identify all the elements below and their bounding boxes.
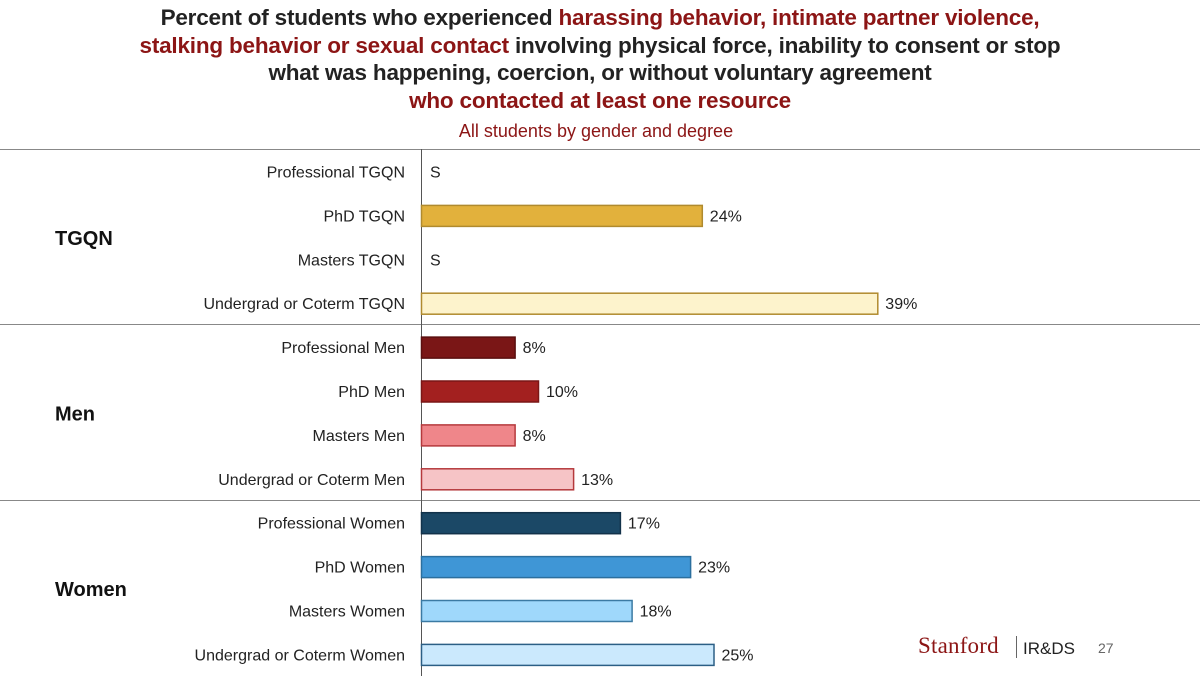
category-label: Professional Women <box>258 516 405 533</box>
stanford-logo: Stanford <box>918 633 999 658</box>
title-line: who contacted at least one resource <box>0 87 1200 115</box>
category-label: Professional TGQN <box>267 165 405 182</box>
title-text: involving physical force, inability to c… <box>508 32 1061 58</box>
bar <box>420 292 879 315</box>
bar <box>420 336 516 359</box>
bar-value-label: 25% <box>722 647 754 664</box>
title-highlight: stalking behavior or sexual contact <box>139 32 510 58</box>
bar-value-label: 10% <box>546 384 578 401</box>
category-label: Undergrad or Coterm Men <box>218 472 405 489</box>
title-highlight: who contacted at least one resource <box>409 87 791 113</box>
bar-value-label: 17% <box>628 516 660 533</box>
title-highlight: harassing behavior, intimate partner vio… <box>558 5 1040 30</box>
bar <box>420 511 622 535</box>
group-label: TGQN <box>55 228 113 250</box>
bar <box>420 643 715 667</box>
footer-unit-label: IR&DS <box>1023 639 1075 658</box>
chart-subtitle: All students by gender and degree <box>458 121 734 141</box>
bar-value-label: 8% <box>523 340 546 357</box>
title-text: what was happening, coercion, or without… <box>268 60 932 85</box>
bar-value-label: 8% <box>523 428 546 445</box>
category-label: Masters Men <box>313 428 405 445</box>
bar <box>420 468 575 491</box>
category-label: PhD TGQN <box>324 208 406 225</box>
bar-value-label: 39% <box>885 296 917 313</box>
bar <box>420 555 692 579</box>
title-line: Percent of students who experienced hara… <box>0 4 1200 32</box>
category-label: Masters Women <box>289 604 405 621</box>
bar-value-label: S <box>430 165 441 182</box>
bar <box>420 599 633 623</box>
title-line: what was happening, coercion, or without… <box>0 59 1200 87</box>
title-line: stalking behavior or sexual contact invo… <box>0 32 1200 60</box>
category-label: Undergrad or Coterm Women <box>195 647 405 664</box>
chart-title: Percent of students who experienced hara… <box>0 4 1200 114</box>
category-label: Masters TGQN <box>298 252 405 269</box>
group-label: Women <box>55 579 127 601</box>
footer-divider <box>1016 636 1017 658</box>
group-label: Men <box>55 403 95 425</box>
category-label: Undergrad or Coterm TGQN <box>203 296 405 313</box>
bar-value-label: 24% <box>710 208 742 225</box>
bar-value-label: S <box>430 252 441 269</box>
bar-value-label: 13% <box>581 472 613 489</box>
bar-value-label: 23% <box>698 560 730 577</box>
bar-value-label: 18% <box>640 604 672 621</box>
bar <box>420 204 704 228</box>
category-label: Professional Men <box>281 340 405 357</box>
category-label: PhD Men <box>338 384 405 401</box>
category-label: PhD Women <box>315 560 405 577</box>
title-text: Percent of students who experienced <box>160 5 559 30</box>
bar <box>420 424 516 447</box>
bar <box>420 380 540 403</box>
page-number: 27 <box>1098 640 1114 656</box>
